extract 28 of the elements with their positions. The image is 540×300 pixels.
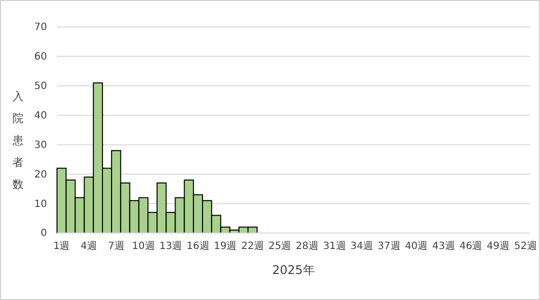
x-tick-label: 40週	[404, 241, 428, 252]
y-axis-title: 入院患者数	[12, 90, 24, 191]
x-tick-label: 16週	[186, 241, 210, 252]
x-tick-label: 4週	[80, 241, 98, 252]
y-tick-label: 0	[40, 228, 47, 240]
x-tick-label: 46週	[460, 241, 482, 252]
x-tick-label: 28週	[296, 241, 319, 252]
x-tick-label: 37週	[378, 241, 400, 252]
y-tick-label: 60	[34, 52, 47, 63]
x-tick-label: 34週	[350, 241, 374, 252]
x-tick-label: 52週	[514, 241, 537, 252]
y-tick-label: 20	[34, 169, 47, 180]
y-tick-label: 50	[34, 81, 47, 92]
x-tick-label: 7週	[108, 241, 124, 252]
x-tick-label: 1週	[53, 241, 70, 252]
x-axis-title: 2025年	[272, 263, 315, 277]
x-tick-label: 22週	[241, 241, 264, 252]
y-tick-label: 70	[34, 22, 47, 34]
y-tick-label: 30	[34, 140, 47, 151]
x-tick-label: 43週	[432, 241, 455, 252]
x-tick-label: 13週	[159, 241, 182, 252]
x-tick-label: 19週	[214, 241, 237, 252]
x-tick-label: 25週	[268, 241, 292, 252]
y-tick-label: 10	[34, 198, 47, 210]
x-tick-label: 31週	[323, 241, 346, 252]
x-tick-label: 49週	[486, 241, 510, 252]
y-tick-label: 40	[34, 110, 47, 122]
x-tick-label: 10週	[132, 241, 155, 252]
